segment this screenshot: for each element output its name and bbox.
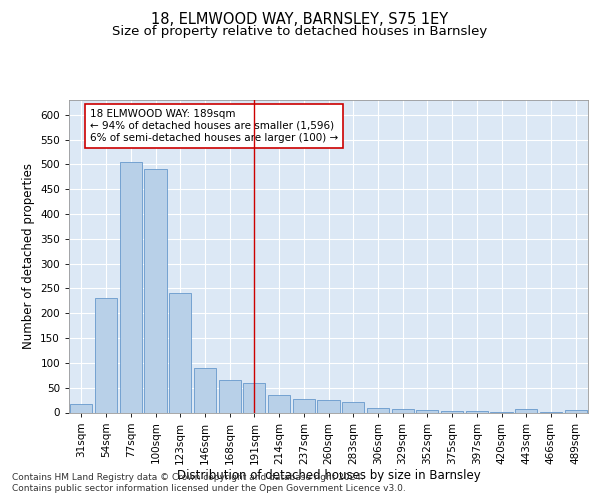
Bar (367, 408, 389, 412)
Bar (243, 382, 265, 412)
Text: Contains HM Land Registry data © Crown copyright and database right 2024.: Contains HM Land Registry data © Crown c… (12, 472, 364, 482)
Text: Size of property relative to detached houses in Barnsley: Size of property relative to detached ho… (112, 25, 488, 38)
Bar (416, 410, 439, 412)
X-axis label: Distribution of detached houses by size in Barnsley: Distribution of detached houses by size … (176, 469, 481, 482)
Bar (169, 294, 191, 412)
Bar (293, 399, 315, 412)
Bar (218, 380, 241, 412)
Bar (392, 408, 414, 412)
Bar (466, 411, 488, 412)
Bar (342, 402, 364, 412)
Bar (119, 162, 142, 412)
Bar (441, 410, 463, 412)
Bar (145, 170, 167, 412)
Bar (95, 298, 117, 412)
Bar (565, 410, 587, 412)
Bar (515, 409, 538, 412)
Text: 18, ELMWOOD WAY, BARNSLEY, S75 1EY: 18, ELMWOOD WAY, BARNSLEY, S75 1EY (151, 12, 449, 28)
Y-axis label: Number of detached properties: Number of detached properties (22, 163, 35, 349)
Text: Contains public sector information licensed under the Open Government Licence v3: Contains public sector information licen… (12, 484, 406, 493)
Bar (268, 395, 290, 412)
Bar (194, 368, 216, 412)
Bar (70, 404, 92, 412)
Bar (317, 400, 340, 412)
Text: 18 ELMWOOD WAY: 189sqm
← 94% of detached houses are smaller (1,596)
6% of semi-d: 18 ELMWOOD WAY: 189sqm ← 94% of detached… (90, 110, 338, 142)
